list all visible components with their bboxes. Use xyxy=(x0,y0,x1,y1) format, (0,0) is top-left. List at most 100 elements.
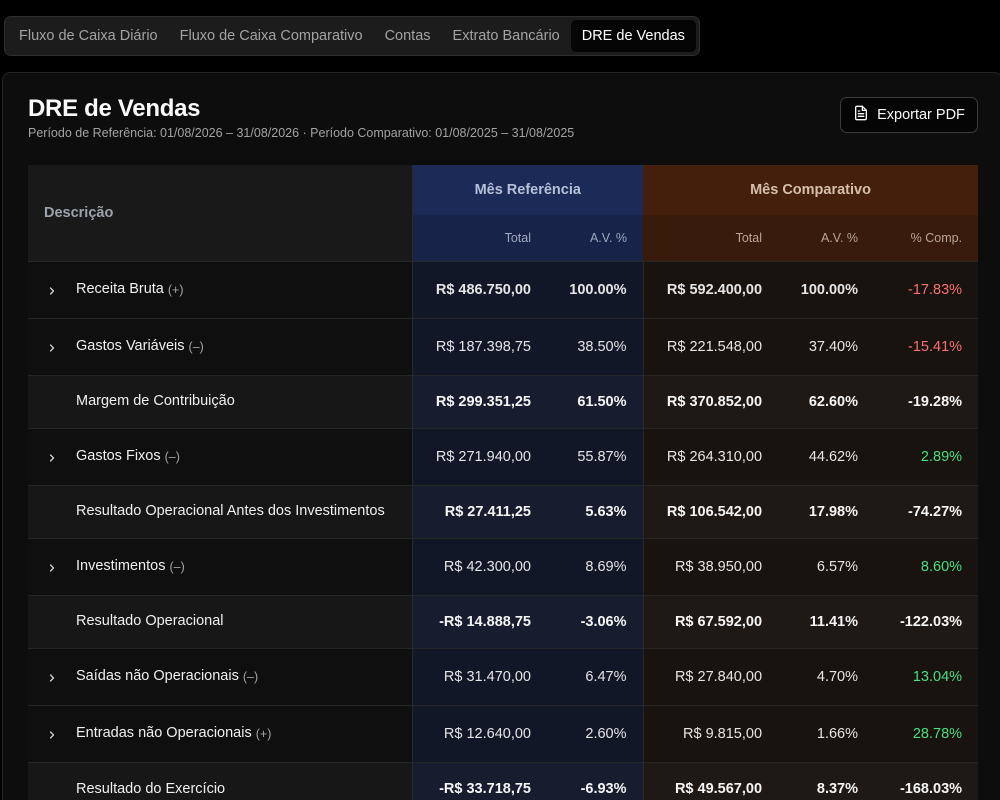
cell-comp-percent: 2.89% xyxy=(874,427,979,485)
row-label: Saídas não Operacionais xyxy=(76,668,239,685)
cell-ref-total: -R$ 14.888,75 xyxy=(411,594,547,648)
cell-description: Receita Bruta (+) xyxy=(28,260,413,318)
cell-cmp-av: 1.66% xyxy=(778,704,875,762)
cell-cmp-total: R$ 38.950,00 xyxy=(642,537,779,595)
cell-comp-percent: -74.27% xyxy=(874,484,979,538)
chevron-right-icon[interactable] xyxy=(44,726,60,742)
dre-table: Descrição Mês Referência Mês Comparativo… xyxy=(28,165,979,800)
cell-cmp-av: 37.40% xyxy=(778,317,875,375)
cell-cmp-av: 6.57% xyxy=(778,537,875,595)
group-header-reference: Mês Referência xyxy=(411,165,644,215)
chevron-right-icon[interactable] xyxy=(44,449,60,465)
cell-comp-percent: -15.41% xyxy=(874,317,979,375)
report-tabs: Fluxo de Caixa Diário Fluxo de Caixa Com… xyxy=(4,16,700,56)
cell-cmp-av: 100.00% xyxy=(778,260,875,318)
row-label: Resultado do Exercício xyxy=(76,780,226,797)
cell-cmp-total: R$ 67.592,00 xyxy=(642,594,779,648)
cell-ref-total: R$ 27.411,25 xyxy=(411,484,547,538)
row-label: Entradas não Operacionais xyxy=(76,725,252,742)
export-pdf-label: Exportar PDF xyxy=(877,107,965,123)
chevron-right-icon[interactable] xyxy=(44,339,60,355)
cell-ref-av: 61.50% xyxy=(547,374,644,428)
cell-ref-total: -R$ 33.718,75 xyxy=(411,761,547,800)
row-sign: (–) xyxy=(188,339,204,354)
cell-ref-av: 100.00% xyxy=(547,260,644,318)
cell-description: Gastos Fixos (–) xyxy=(28,427,413,485)
cell-ref-total: R$ 271.940,00 xyxy=(411,427,547,485)
row-label: Gastos Variáveis xyxy=(76,338,185,355)
chevron-right-icon[interactable] xyxy=(44,282,60,298)
chevron-right-icon[interactable] xyxy=(44,669,60,685)
cell-ref-total: R$ 486.750,00 xyxy=(411,260,547,318)
cell-description: Resultado Operacional Antes dos Investim… xyxy=(28,484,413,538)
table-row[interactable]: Receita Bruta (+) R$ 486.750,00 100.00% R$ 5… xyxy=(28,260,979,318)
row-sign: (–) xyxy=(242,669,259,684)
export-pdf-button[interactable]: Exportar PDF xyxy=(840,97,978,133)
column-header-comp-percent: % Comp. xyxy=(874,215,979,261)
cell-ref-av: 2.60% xyxy=(547,704,644,762)
row-sign: (+) xyxy=(167,282,184,297)
period-subtitle: Período de Referência: 01/08/2026 – 31/0… xyxy=(28,126,575,140)
cell-ref-total: R$ 12.640,00 xyxy=(411,704,547,762)
cell-cmp-total: R$ 106.542,00 xyxy=(642,484,779,538)
row-label: Resultado Operacional Antes dos Investim… xyxy=(76,503,385,520)
table-row[interactable]: Saídas não Operacionais (–) R$ 31.470,00 6.… xyxy=(28,647,979,705)
tab-fluxo-caixa-comparativo[interactable]: Fluxo de Caixa Comparativo xyxy=(179,28,363,44)
row-label: Gastos Fixos xyxy=(76,448,161,465)
row-sign: (–) xyxy=(169,559,185,574)
file-text-icon xyxy=(853,105,869,125)
cell-cmp-av: 4.70% xyxy=(778,647,875,705)
cell-ref-total: R$ 187.398,75 xyxy=(411,317,547,375)
cell-cmp-av: 8.37% xyxy=(778,761,875,800)
column-header-cmp-total: Total xyxy=(643,215,779,261)
cell-description: Resultado Operacional xyxy=(28,594,413,648)
cell-ref-total: R$ 299.351,25 xyxy=(411,374,547,428)
cell-description: Entradas não Operacionais (+) xyxy=(28,704,413,762)
cell-comp-percent: -122.03% xyxy=(874,594,979,648)
row-sign: (+) xyxy=(255,726,272,741)
table-row: Resultado Operacional Antes dos Investim… xyxy=(28,484,979,538)
column-header-description: Descrição xyxy=(28,165,413,261)
cell-ref-total: R$ 42.300,00 xyxy=(411,537,547,595)
cell-cmp-total: R$ 27.840,00 xyxy=(642,647,779,705)
cell-ref-total: R$ 31.470,00 xyxy=(411,647,547,705)
tab-fluxo-caixa-diario[interactable]: Fluxo de Caixa Diário xyxy=(19,28,158,44)
cell-comp-percent: 8.60% xyxy=(874,537,979,595)
cell-description: Investimentos (–) xyxy=(28,537,413,595)
column-header-cmp-av: A.V. % xyxy=(778,215,875,261)
cell-cmp-total: R$ 592.400,00 xyxy=(642,260,779,318)
cell-description: Resultado do Exercício xyxy=(28,761,413,800)
row-label: Receita Bruta xyxy=(76,281,164,298)
row-sign: (–) xyxy=(164,449,180,464)
table-row[interactable]: Investimentos (–) R$ 42.300,00 8.69% R$ 38.9… xyxy=(28,537,979,595)
table-row: Resultado do Exercício -R$ 33.718,75 -6.93… xyxy=(28,761,979,800)
table-row: Resultado Operacional -R$ 14.888,75 -3.06%… xyxy=(28,594,979,648)
cell-ref-av: -3.06% xyxy=(547,594,644,648)
cell-cmp-av: 44.62% xyxy=(778,427,875,485)
table-row[interactable]: Gastos Variáveis (–) R$ 187.398,75 38.50% R$… xyxy=(28,317,979,375)
row-label: Investimentos xyxy=(76,558,166,575)
cell-ref-av: 6.47% xyxy=(547,647,644,705)
cell-comp-percent: 28.78% xyxy=(874,704,979,762)
table-row[interactable]: Entradas não Operacionais (+) R$ 12.640,00… xyxy=(28,704,979,762)
dre-card: DRE de Vendas Período de Referência: 01/… xyxy=(2,72,1000,800)
tab-dre-vendas[interactable]: DRE de Vendas xyxy=(570,20,696,52)
cell-ref-av: 38.50% xyxy=(547,317,644,375)
cell-cmp-av: 17.98% xyxy=(778,484,875,538)
cell-cmp-av: 62.60% xyxy=(778,374,875,428)
cell-cmp-total: R$ 370.852,00 xyxy=(642,374,779,428)
cell-ref-av: 8.69% xyxy=(547,537,644,595)
group-header-comparative: Mês Comparativo xyxy=(643,165,979,215)
cell-cmp-av: 11.41% xyxy=(778,594,875,648)
table-row: Margem de Contribuição R$ 299.351,25 61.50… xyxy=(28,374,979,428)
cell-comp-percent: 13.04% xyxy=(874,647,979,705)
tab-contas[interactable]: Contas xyxy=(384,28,431,44)
cell-comp-percent: -17.83% xyxy=(874,260,979,318)
tab-extrato-bancario[interactable]: Extrato Bancário xyxy=(452,28,560,44)
page-title: DRE de Vendas xyxy=(28,95,201,122)
table-row[interactable]: Gastos Fixos (–) R$ 271.940,00 55.87% R$ 264… xyxy=(28,427,979,485)
cell-cmp-total: R$ 221.548,00 xyxy=(642,317,779,375)
cell-comp-percent: -168.03% xyxy=(874,761,979,800)
cell-cmp-total: R$ 9.815,00 xyxy=(642,704,779,762)
chevron-right-icon[interactable] xyxy=(44,559,60,575)
